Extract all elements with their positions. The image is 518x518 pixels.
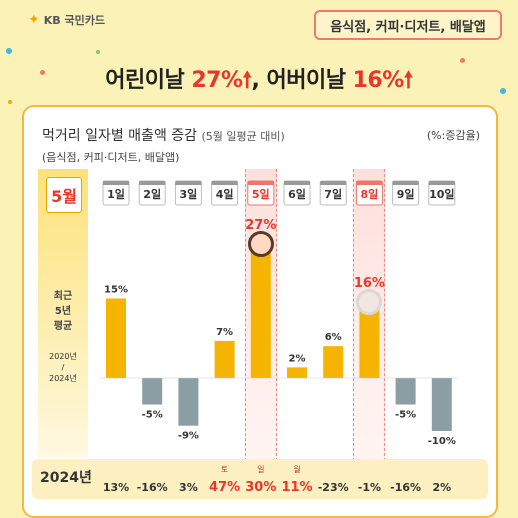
data-label: 16% [354,276,385,291]
month-calendar-icon: 5월 [46,177,82,213]
data-label: -5% [142,410,163,421]
weekday-label: 토 [221,465,228,474]
grandparent-face-icon [356,289,383,316]
average-band [38,169,88,457]
data-label: 2% [289,353,306,364]
bottom-row-2024 [32,459,488,499]
chart-card: 먹거리 일자별 매출액 증감 (5월 일평균 대비) (음식점, 커피·디저트,… [22,105,498,518]
data-label: 27% [245,218,276,233]
weekday-label: 월 [293,464,300,474]
bottom-row-year: 2024년 [40,470,92,486]
bar [395,378,416,405]
bar [250,234,271,378]
chart-title-text: 먹거리 일자별 매출액 증감 [42,128,198,144]
bottom-row-value: 3% [179,481,198,494]
average-range-line: 2020년 [49,352,77,361]
kb-star-icon: ✦ [28,12,40,28]
calendar-top-icon [284,181,310,185]
bottom-row-value: -23% [318,481,349,494]
bar-chart: 1일 15% 2일 -5% 3일 -9% 4일 7% 5일 27% 6일 2% 7일 6% 8일 16% 9일 -… [100,180,458,447]
category-tag: 음식점, 커피·디저트, 배달앱 [314,10,502,40]
chart-unit: (%:증감율) [426,129,480,142]
up-arrow-icon: 🠕 [242,68,252,93]
bar [323,346,344,378]
data-label: 7% [216,327,233,338]
average-label-line: 5년 [54,306,72,317]
average-label-line: 평균 [53,321,73,332]
bottom-row-value: 47% [209,480,240,495]
bottom-row-value: 11% [281,480,312,495]
calendar-top-icon [211,181,238,185]
average-range: 2020년 / 2024년 [38,351,88,384]
bar [431,378,452,431]
bar [178,378,199,426]
confetti-dot [40,70,45,75]
average-label-line: 최근 [53,291,73,302]
calendar-top-icon [320,181,347,185]
x-tick-label: 3일 [180,187,198,201]
headline-part2: , 어버이날 [251,68,353,93]
average-range-line: 2024년 [49,374,77,383]
brand-name: KB 국민카드 [43,14,105,27]
bottom-row-value: -16% [137,481,168,494]
calendar-top-icon [103,181,129,185]
data-label: -10% [428,436,456,447]
up-arrow-icon: 🠕 [403,68,413,93]
x-tick-label: 9일 [397,187,415,201]
x-tick-label: 5일 [252,187,270,201]
child-face-icon [247,230,274,257]
data-label: 15% [104,285,128,296]
bottom-row-value: 13% [103,481,129,494]
bottom-row-value: 2% [432,481,451,494]
average-label: 최근 5년 평균 [38,289,88,334]
bottom-row-value: -1% [358,481,381,494]
confetti-dot [460,58,465,63]
x-tick-label: 2일 [143,187,161,201]
x-tick-label: 4일 [216,187,234,201]
bottom-row-values: 13% -16% 3% 47% 토 30% 일 11% 월 -23% -1% -16% 2% [103,464,451,495]
calendar-top-icon [428,181,455,185]
x-tick-label: 6일 [288,187,306,201]
average-range-line: / [61,363,65,372]
data-label: 6% [325,332,342,343]
bottom-row-value: 30% [245,480,276,495]
confetti-dot [500,88,506,94]
brand-logo: ✦ KB 국민카드 [28,12,105,28]
confetti-dot [8,100,12,104]
data-label: -5% [395,410,416,421]
data-label: -9% [178,431,199,442]
headline-value-2: 16% [352,68,405,93]
headline-value-1: 27% [191,68,243,93]
bottom-row-value: -16% [390,481,421,494]
headline-part1: 어린이날 [105,68,192,93]
confetti-dot [6,48,12,54]
x-tick-label: 7일 [324,187,342,201]
x-tick-label: 1일 [107,187,125,201]
bar [214,340,235,378]
calendar-top-icon [356,181,383,185]
bar [142,378,163,405]
confetti-dot [96,50,100,54]
chart-subtitle: (음식점, 커피·디저트, 배달앱) [42,151,180,164]
x-tick-label: 10일 [429,187,454,201]
calendar-top-icon [247,181,274,185]
calendar-top-icon [139,181,166,185]
calendar-top-icon [392,181,419,185]
weekday-label: 일 [257,465,264,474]
headline: 어린이날 27%🠕, 어버이날 16%🠕 [0,62,518,101]
bar [106,298,126,378]
chart-title-note: (5월 일평균 대비) [201,130,285,143]
calendar-top-icon [175,181,202,185]
x-tick-label: 8일 [361,187,379,201]
bar [287,367,307,378]
chart-title: 먹거리 일자별 매출액 증감 (5월 일평균 대비) [42,125,285,145]
